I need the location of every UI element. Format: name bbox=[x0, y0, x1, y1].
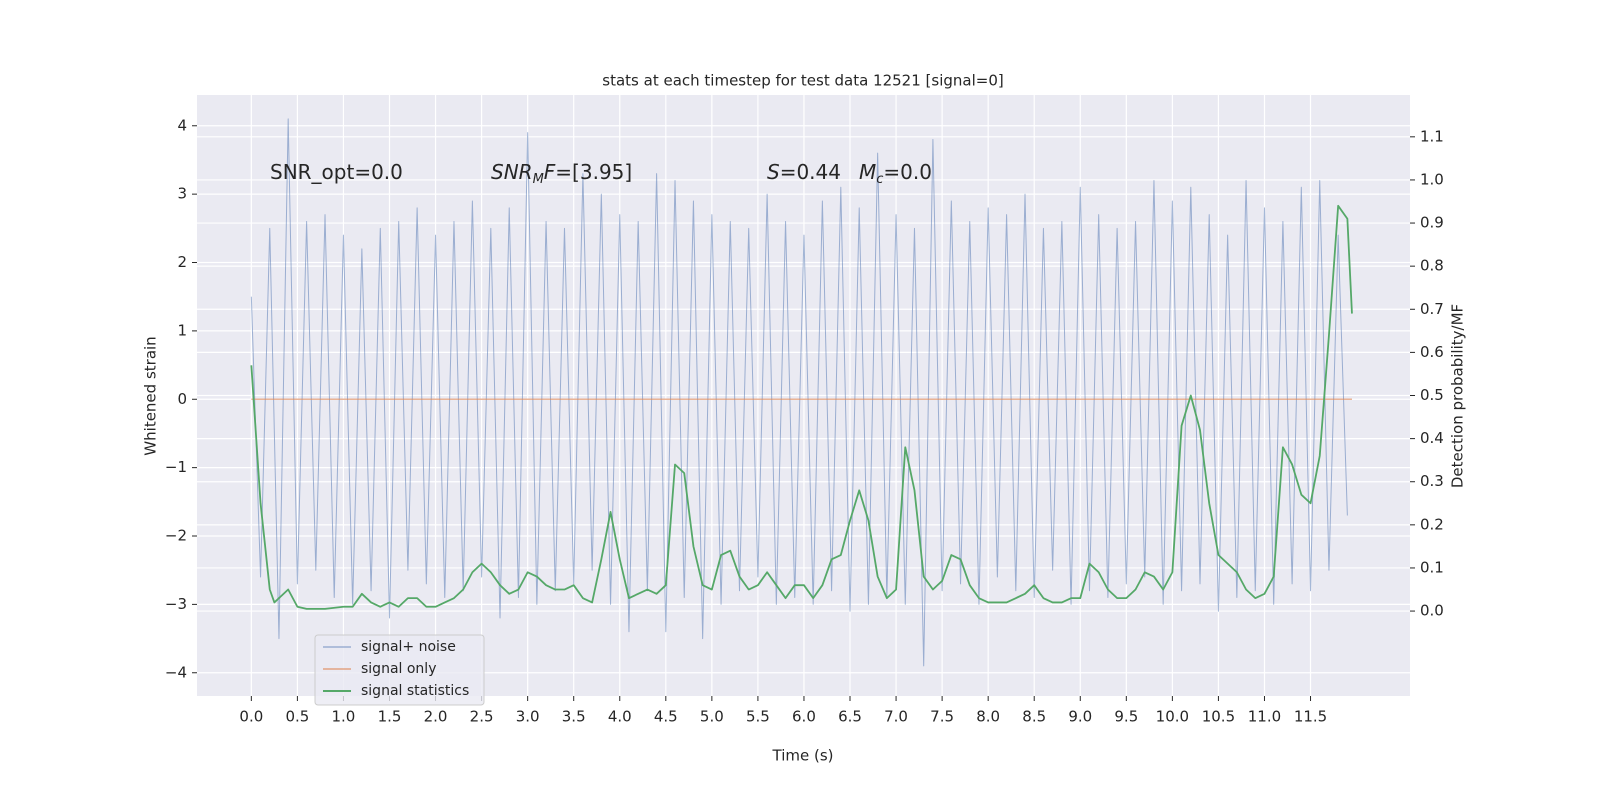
annotation-part: S bbox=[767, 160, 780, 184]
legend-box bbox=[314, 634, 485, 706]
legend-label: signal only bbox=[361, 661, 436, 677]
annotation-part: =0.0 bbox=[883, 160, 932, 184]
x-tick-label: 9.5 bbox=[1114, 708, 1138, 726]
y-tick-label: −3 bbox=[165, 595, 187, 613]
annotation: Mc=0.0 bbox=[859, 160, 932, 187]
y2-tick-label: 0.1 bbox=[1420, 558, 1444, 576]
legend-label: signal statistics bbox=[361, 683, 469, 699]
x-tick-label: 9.0 bbox=[1068, 708, 1092, 726]
x-tick-label: 1.5 bbox=[378, 708, 402, 726]
x-tick-label: 7.5 bbox=[930, 708, 954, 726]
x-tick-label: 5.0 bbox=[700, 708, 724, 726]
y2-tick-label: 1.1 bbox=[1420, 127, 1444, 145]
y2-tick-label: 0.3 bbox=[1420, 472, 1444, 490]
y2-tick-label: 0.8 bbox=[1420, 257, 1444, 275]
y2-tick-label: 0.7 bbox=[1420, 300, 1444, 318]
x-tick-label: 2.5 bbox=[470, 708, 494, 726]
x-tick-label: 5.5 bbox=[746, 708, 770, 726]
y-tick-label: 1 bbox=[177, 321, 187, 339]
y2-tick-label: 0.4 bbox=[1420, 429, 1444, 447]
annotation-part: =[3.95] bbox=[555, 160, 632, 184]
annotation-part: SNR bbox=[491, 160, 533, 184]
x-tick-label: 6.5 bbox=[838, 708, 862, 726]
y-tick-label: 0 bbox=[177, 390, 187, 408]
annotation: S=0.44 bbox=[767, 160, 841, 184]
x-tick-label: 7.0 bbox=[884, 708, 908, 726]
x-tick-label: 8.0 bbox=[976, 708, 1000, 726]
x-tick-label: 1.0 bbox=[332, 708, 356, 726]
x-tick-label: 11.5 bbox=[1294, 708, 1327, 726]
y-tick-label: 4 bbox=[177, 116, 187, 134]
x-tick-label: 0.5 bbox=[285, 708, 309, 726]
annotation-part: F bbox=[544, 160, 556, 184]
x-tick-label: 4.0 bbox=[608, 708, 632, 726]
y-axis-label: Whitened strain bbox=[142, 336, 160, 455]
annotation: SNR_opt=0.0 bbox=[270, 160, 403, 184]
y-tick-label: 3 bbox=[177, 185, 187, 203]
annotation-part: SNR_opt=0.0 bbox=[270, 160, 403, 184]
y2-tick-label: 0.5 bbox=[1420, 386, 1444, 404]
annotation-part: c bbox=[876, 172, 883, 187]
y2-tick-label: 0.9 bbox=[1420, 214, 1444, 232]
annotation-part: M bbox=[859, 160, 876, 184]
annotation-part: =0.44 bbox=[780, 160, 841, 184]
x-tick-label: 3.0 bbox=[516, 708, 540, 726]
chart-title: stats at each timestep for test data 125… bbox=[602, 72, 1003, 90]
y2-tick-label: 0.2 bbox=[1420, 515, 1444, 533]
y-tick-label: −1 bbox=[165, 458, 187, 476]
series-line bbox=[250, 118, 1348, 667]
y-tick-label: 2 bbox=[177, 253, 187, 271]
y2-tick-label: 0.0 bbox=[1420, 602, 1444, 620]
x-tick-label: 6.0 bbox=[792, 708, 816, 726]
legend-label: signal+ noise bbox=[361, 639, 456, 655]
annotation-part: M bbox=[533, 172, 544, 187]
x-tick-label: 10.5 bbox=[1202, 708, 1235, 726]
legend: signal+ noise signal only signal statistic… bbox=[314, 634, 485, 706]
x-axis-label: Time (s) bbox=[772, 747, 834, 765]
x-tick-label: 2.0 bbox=[424, 708, 448, 726]
x-tick-label: 3.5 bbox=[562, 708, 586, 726]
x-tick-label: 8.5 bbox=[1022, 708, 1046, 726]
x-tick-label: 10.0 bbox=[1156, 708, 1189, 726]
y-tick-label: −2 bbox=[165, 527, 187, 545]
annotation: SNRMF=[3.95] bbox=[491, 160, 632, 187]
x-tick-label: 0.0 bbox=[239, 708, 263, 726]
series-line bbox=[250, 204, 1353, 610]
x-tick-label: 4.5 bbox=[654, 708, 678, 726]
y2-axis-label: Detection probability/MF bbox=[1449, 304, 1467, 488]
y-tick-label: −4 bbox=[165, 663, 187, 681]
x-tick-label: 11.0 bbox=[1248, 708, 1281, 726]
y2-tick-label: 0.6 bbox=[1420, 343, 1444, 361]
y2-tick-label: 1.0 bbox=[1420, 170, 1444, 188]
